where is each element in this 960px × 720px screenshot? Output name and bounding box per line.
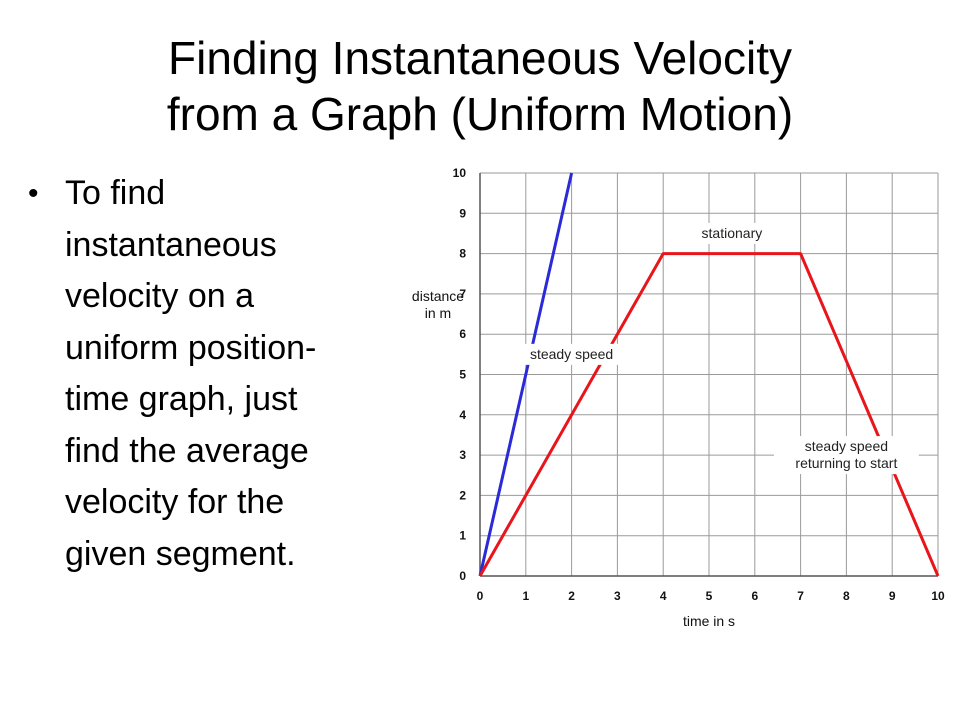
y-tick-label: 2: [459, 488, 466, 502]
annotation-label: steady speed: [530, 346, 613, 362]
x-tick-label: 8: [843, 589, 850, 603]
x-tick-label: 10: [931, 589, 945, 603]
slide-title-line: Finding Instantaneous Velocity: [168, 32, 792, 84]
bullet-line: uniform position-: [65, 328, 317, 367]
x-tick-label: 3: [614, 589, 621, 603]
bullet-line: velocity on a: [65, 277, 254, 315]
x-tick-label: 1: [522, 589, 529, 603]
x-tick-label: 6: [751, 589, 758, 603]
annotation-background: [522, 343, 622, 365]
annotation-background: [689, 222, 774, 244]
bullet-dot-icon: •: [28, 177, 39, 210]
y-tick-label: 1: [459, 529, 466, 543]
annotation-label: returning to start: [795, 455, 897, 471]
x-tick-label: 4: [660, 589, 667, 603]
series-line: [478, 252, 940, 577]
position-time-chart: 0 1 2 3 4 5 6 7 8 9 10 0 1 2 3 4 5 6 7 8 9 10 time in s distanc…: [412, 166, 945, 629]
y-tick-label: 6: [459, 327, 466, 341]
series-line: [478, 172, 574, 577]
bullet-line: To find: [65, 174, 166, 212]
y-tick-label: 7: [459, 287, 466, 301]
y-axis-label: distance: [412, 288, 464, 304]
x-axis-label: time in s: [683, 613, 735, 629]
y-tick-label: 8: [459, 247, 466, 261]
x-tick-label: 5: [706, 589, 713, 603]
slide-title-line: from a Graph (Uniform Motion): [166, 88, 794, 140]
y-tick-label: 9: [459, 206, 466, 220]
x-tick-label: 0: [477, 589, 484, 603]
y-axis-label: in m: [425, 305, 451, 321]
bullet-line: time graph, just: [65, 380, 298, 418]
bullet-line: velocity for the: [65, 483, 285, 521]
annotation-label: steady speed: [805, 438, 888, 454]
annotation-background: [774, 436, 919, 475]
y-tick-label: 5: [459, 368, 466, 382]
slide-title: Finding Instantaneous Velocity from a Gr…: [40, 30, 920, 142]
bullet-list: • To find instantaneous velocity on a un…: [28, 168, 388, 580]
y-tick-label: 3: [459, 448, 466, 462]
x-tick-label: 2: [568, 589, 575, 603]
bullet-line: instantaneous: [65, 225, 277, 264]
bullet-line: find the average: [65, 431, 309, 470]
annotation-label: stationary: [702, 225, 763, 241]
x-tick-label: 9: [889, 589, 896, 603]
y-tick-label: 4: [459, 408, 466, 422]
y-tick-label: 10: [453, 166, 467, 180]
bullet-item: • To find instantaneous velocity on a un…: [28, 168, 388, 580]
y-tick-label: 0: [459, 569, 466, 583]
x-tick-label: 7: [797, 589, 804, 603]
bullet-line: given segment.: [65, 534, 296, 573]
